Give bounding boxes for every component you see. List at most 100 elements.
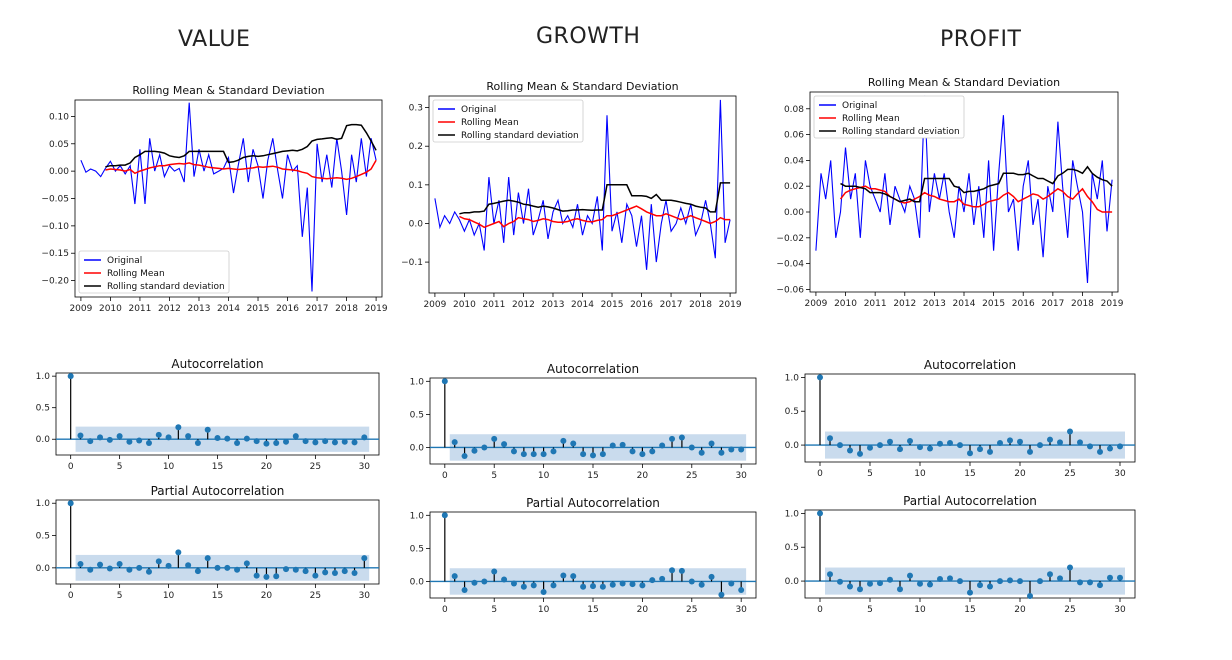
stem-marker bbox=[1117, 443, 1123, 450]
stem-marker bbox=[619, 441, 626, 448]
x-tick-label: 30 bbox=[359, 462, 371, 472]
x-tick-label: 2010 bbox=[453, 300, 476, 310]
y-tick-label: 0.08 bbox=[784, 105, 804, 115]
stem-marker bbox=[273, 440, 280, 447]
stem-marker bbox=[204, 426, 211, 433]
stem-marker bbox=[481, 444, 488, 451]
stem-marker bbox=[263, 440, 270, 447]
rolling-mean-line bbox=[459, 205, 731, 229]
x-tick-label: 0 bbox=[817, 469, 823, 479]
stem-marker bbox=[1077, 439, 1083, 446]
stem-marker bbox=[1107, 445, 1113, 452]
x-tick-label: 2017 bbox=[306, 304, 329, 314]
y-tick-label: −0.1 bbox=[401, 258, 423, 268]
stem-marker bbox=[214, 564, 221, 571]
stem-marker bbox=[857, 450, 863, 457]
x-tick-label: 25 bbox=[686, 471, 697, 481]
x-tick-label: 10 bbox=[914, 605, 926, 615]
stem-marker bbox=[302, 438, 309, 445]
legend-entry: Rolling Mean bbox=[107, 269, 165, 279]
stem-marker bbox=[501, 576, 508, 583]
x-tick-label: 2018 bbox=[335, 304, 358, 314]
y-tick-label: 0.5 bbox=[410, 410, 424, 420]
x-tick-label: 2018 bbox=[1071, 299, 1094, 309]
stem-marker bbox=[698, 581, 705, 588]
stem-marker bbox=[106, 565, 113, 572]
stem-marker bbox=[639, 451, 646, 458]
chart-title: Autocorrelation bbox=[171, 357, 263, 371]
x-tick-label: 15 bbox=[587, 605, 598, 615]
stem-marker bbox=[155, 558, 162, 565]
stem-marker bbox=[669, 567, 676, 574]
x-tick-label: 2009 bbox=[804, 299, 827, 309]
stem-marker bbox=[590, 583, 596, 590]
legend-entry: Rolling standard deviation bbox=[461, 131, 579, 141]
stem-marker bbox=[302, 568, 309, 575]
chart-title: Partial Autocorrelation bbox=[903, 494, 1037, 508]
stem-marker bbox=[312, 572, 319, 579]
stem-marker bbox=[1037, 578, 1043, 585]
stem-marker bbox=[501, 441, 508, 448]
x-tick-label: 10 bbox=[538, 471, 550, 481]
stem-marker bbox=[907, 572, 913, 579]
x-tick-label: 25 bbox=[310, 462, 321, 472]
stem-marker bbox=[283, 438, 290, 445]
y-tick-label: 0.0 bbox=[410, 577, 425, 587]
x-tick-label: 20 bbox=[261, 462, 273, 472]
stem-marker bbox=[1057, 439, 1063, 446]
stem-marker bbox=[116, 433, 123, 440]
x-tick-label: 2011 bbox=[864, 299, 887, 309]
stem-marker bbox=[917, 580, 923, 587]
stem-marker bbox=[87, 438, 94, 445]
stem-marker bbox=[185, 562, 192, 569]
x-tick-label: 10 bbox=[538, 605, 550, 615]
x-tick-label: 2016 bbox=[1012, 299, 1035, 309]
stem-marker bbox=[837, 578, 843, 585]
chart-title: Rolling Mean & Standard Deviation bbox=[868, 76, 1060, 89]
stem-marker bbox=[887, 438, 893, 445]
x-tick-label: 30 bbox=[1114, 605, 1126, 615]
y-tick-label: 0.05 bbox=[49, 140, 69, 150]
stem-marker bbox=[957, 578, 963, 585]
profit-acf-chart: Autocorrelation 1.0 0.5 0.0 0 5 10 15 20 25 30 bbox=[785, 358, 1136, 479]
stem-marker bbox=[77, 432, 84, 439]
chart-title: Partial Autocorrelation bbox=[526, 496, 660, 510]
x-tick-label: 10 bbox=[163, 591, 175, 601]
stem-marker bbox=[827, 435, 833, 442]
x-tick-label: 0 bbox=[68, 462, 74, 472]
profit-heading: PROFIT bbox=[940, 27, 1022, 52]
stem-marker bbox=[937, 576, 943, 583]
original-series-line bbox=[815, 95, 1113, 284]
y-tick-label: 1.0 bbox=[36, 499, 51, 509]
stem-marker bbox=[451, 573, 458, 580]
x-tick-label: 2019 bbox=[719, 300, 742, 310]
x-tick-label: 25 bbox=[1064, 605, 1075, 615]
stem-marker bbox=[560, 572, 567, 579]
stem-marker bbox=[738, 446, 745, 453]
y-tick-label: 1.0 bbox=[410, 511, 425, 521]
x-tick-label: 2017 bbox=[1041, 299, 1064, 309]
stem-marker bbox=[471, 447, 478, 454]
y-tick-label: 0.5 bbox=[785, 543, 799, 553]
stem-marker bbox=[253, 438, 260, 445]
x-tick-label: 2012 bbox=[893, 299, 916, 309]
x-tick-label: 0 bbox=[817, 605, 823, 615]
stem-marker bbox=[194, 568, 201, 575]
growth-pacf-chart: Partial Autocorrelation 1.0 0.5 0.0 0 5 10 15 20… bbox=[410, 496, 757, 615]
x-tick-label: 30 bbox=[359, 591, 371, 601]
stem-marker bbox=[977, 582, 983, 589]
stem-marker bbox=[728, 580, 735, 587]
stem-marker bbox=[1017, 438, 1023, 445]
x-tick-label: 2011 bbox=[482, 300, 505, 310]
stem-marker bbox=[629, 448, 636, 455]
stem-marker bbox=[728, 446, 735, 453]
stem-marker bbox=[263, 573, 270, 580]
stem-marker bbox=[155, 431, 162, 438]
y-tick-label: 1.0 bbox=[785, 509, 800, 519]
stem-marker bbox=[957, 442, 963, 449]
stem-marker bbox=[520, 451, 527, 458]
stem-marker bbox=[1027, 448, 1033, 455]
y-tick-label: 0.00 bbox=[784, 208, 804, 218]
stem-marker bbox=[947, 575, 953, 582]
stem-marker bbox=[708, 440, 715, 447]
